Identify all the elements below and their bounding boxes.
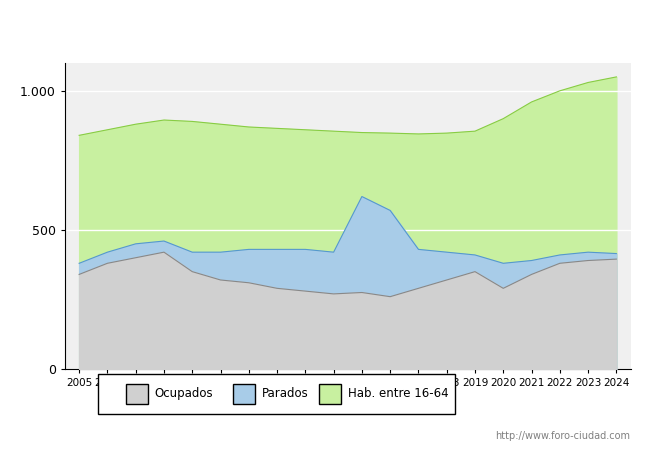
Text: Rioja - Evolucion de la poblacion en edad de Trabajar Septiembre de 2024: Rioja - Evolucion de la poblacion en eda… (20, 19, 630, 35)
FancyBboxPatch shape (98, 374, 455, 414)
FancyBboxPatch shape (319, 383, 341, 404)
Text: Hab. entre 16-64: Hab. entre 16-64 (348, 387, 448, 400)
Text: Ocupados: Ocupados (155, 387, 213, 400)
FancyBboxPatch shape (233, 383, 255, 404)
Text: http://www.foro-ciudad.com: http://www.foro-ciudad.com (495, 431, 630, 441)
Text: Parados: Parados (262, 387, 309, 400)
FancyBboxPatch shape (126, 383, 148, 404)
